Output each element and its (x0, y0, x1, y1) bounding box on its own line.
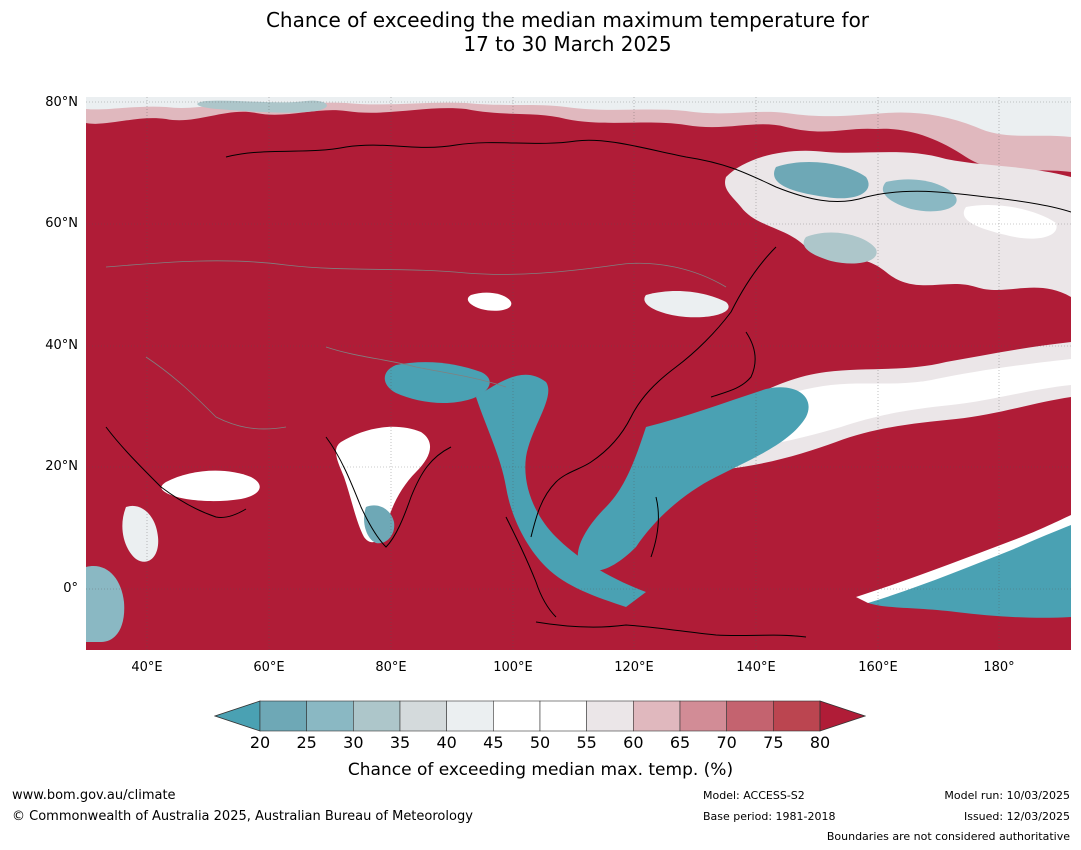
colorbar-tick-label: 65 (669, 733, 691, 752)
east-africa-white-patch (122, 505, 159, 562)
colorbar-bin (726, 700, 774, 732)
arctic-white-region (86, 97, 1071, 137)
border-china-west (325, 346, 507, 388)
colorbar-bin (539, 700, 587, 732)
korea-white-patch (644, 291, 729, 318)
tibet-teal-region (384, 362, 490, 404)
coastline-japan (710, 331, 756, 398)
footer-website: www.bom.gov.au/climate (12, 788, 176, 803)
border-russia-south (105, 260, 727, 288)
colorbar-bin (259, 700, 307, 732)
coastline-arabia (105, 426, 247, 518)
colorbar-tick-label: 20 (249, 733, 271, 752)
colorbar-tick-label: 75 (763, 733, 784, 752)
coastline-india (325, 436, 452, 548)
colorbar-tick-label: 30 (343, 733, 364, 752)
coastline-arctic (225, 139, 1071, 213)
arctic-teal-patch (197, 100, 327, 113)
colorbar-bin (493, 700, 541, 732)
lon-label-180: 180° (983, 660, 1015, 675)
colorbar-label: Chance of exceeding median max. temp. (%… (347, 760, 734, 780)
colorbar-tick-label: 70 (716, 733, 737, 752)
coastline-philippines (650, 496, 659, 558)
equatorial-pacific-white-edge (856, 515, 1071, 603)
lat-label-20n: 20°N (45, 459, 78, 474)
colorbar-bin (679, 700, 727, 732)
colorbar-tick-label: 60 (623, 733, 644, 752)
colorbar-bin (306, 700, 354, 732)
footer-model-run: Model run: 10/03/2025 (944, 789, 1070, 802)
title-line-2: 17 to 30 March 2025 (463, 32, 672, 56)
colorbar-bin (399, 700, 447, 732)
map-title: Chance of exceeding the median maximum t… (0, 8, 1081, 56)
colorbar-tick-label: 45 (483, 733, 504, 752)
lon-label-160e: 160°E (858, 660, 898, 675)
footer-model: Model: ACCESS-S2 (703, 789, 805, 802)
siberia-teal-patch-2 (882, 179, 957, 212)
lon-label-120e: 120°E (614, 660, 654, 675)
colorbar-bin (353, 700, 401, 732)
coastline-southeast-asia (505, 516, 557, 618)
lat-label-80n: 80°N (45, 95, 78, 110)
mongolia-white-patch (467, 292, 512, 311)
forecast-map (86, 97, 1071, 650)
lon-label-80e: 80°E (375, 660, 407, 675)
colorbar-tick-label: 80 (809, 733, 831, 752)
colorbar-extend-low (213, 700, 261, 732)
footer-copyright: © Commonwealth of Australia 2025, Austra… (12, 809, 473, 824)
colorbar-tick-label: 25 (296, 733, 317, 752)
colorbar-bin (446, 700, 494, 732)
footer-issued: Issued: 12/03/2025 (963, 810, 1070, 823)
siberia-teal-patch-3 (803, 232, 877, 264)
colorbar-bin (773, 700, 821, 732)
africa-teal-patch (86, 566, 125, 642)
colorbar-extend-high (819, 700, 867, 732)
coastline-east-asia (530, 246, 777, 538)
colorbar-tick-label: 40 (436, 733, 457, 752)
colorbar (213, 700, 867, 732)
title-line-1: Chance of exceeding the median maximum t… (265, 8, 870, 32)
siberia-teal-patch-1 (774, 162, 869, 199)
coastline-indonesia (535, 621, 807, 638)
colorbar-bin (633, 700, 681, 732)
lat-label-60n: 60°N (45, 216, 78, 231)
lat-label-40n: 40°N (45, 338, 78, 353)
lat-label-equator: 0° (63, 581, 78, 596)
sri-lanka-teal-region (364, 505, 395, 544)
lon-label-140e: 140°E (736, 660, 776, 675)
map-canvas (86, 97, 1071, 650)
footer-base-period: Base period: 1981-2018 (703, 810, 836, 823)
lon-label-100e: 100°E (493, 660, 533, 675)
west-pacific-teal-region (476, 374, 809, 607)
india-white-region (335, 426, 431, 543)
footer-disclaimer: Boundaries are not considered authoritat… (826, 830, 1070, 843)
colorbar-tick-label: 50 (529, 733, 551, 752)
map-gridlines (86, 97, 1071, 650)
colorbar-tick-label: 55 (576, 733, 597, 752)
lon-label-40e: 40°E (131, 660, 163, 675)
border-middle-east (145, 356, 287, 430)
country-borders (105, 260, 727, 430)
colorbar-svg (213, 700, 867, 732)
arabia-white-region (161, 470, 260, 502)
colorbar-bin (586, 700, 634, 732)
pacific-white-band (726, 359, 1071, 449)
siberia-white-patch (963, 204, 1057, 239)
lon-label-60e: 60°E (253, 660, 285, 675)
colorbar-tick-label: 35 (389, 733, 411, 752)
coastlines (105, 139, 1071, 638)
